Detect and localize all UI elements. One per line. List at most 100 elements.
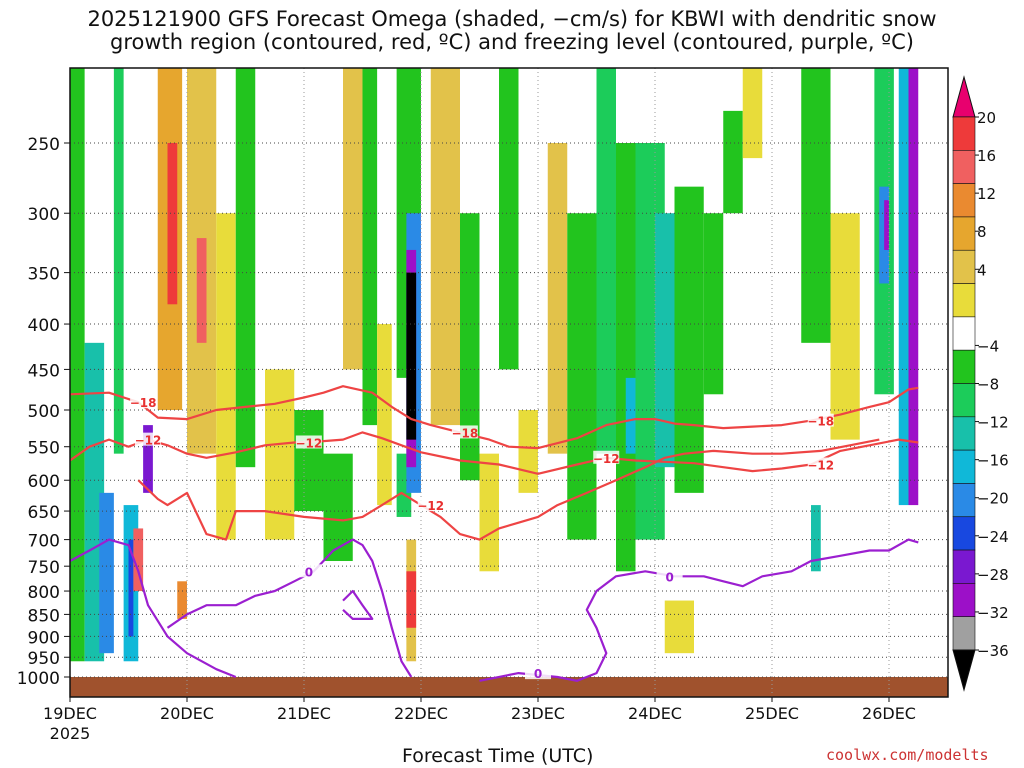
x-tick-sublabel: 2025 xyxy=(50,724,91,743)
dendritic-label-bg xyxy=(807,413,834,427)
colorbar-label: 4 xyxy=(977,261,987,279)
colorbar-label: −32 xyxy=(977,604,1009,622)
freezing-contour xyxy=(70,538,237,679)
dendritic-label: −18 xyxy=(451,426,478,440)
title-line-1: 2025121900 GFS Forecast Omega (shaded, −… xyxy=(87,7,937,31)
omega-cell xyxy=(343,68,363,370)
dendritic-label-bg xyxy=(295,435,322,449)
y-tick-label: 500 xyxy=(28,402,60,422)
y-tick-label: 300 xyxy=(28,205,60,225)
dendritic-label-bg xyxy=(135,432,161,446)
omega-cell xyxy=(177,581,187,619)
colorbar-label: −4 xyxy=(977,337,999,355)
terrain-band xyxy=(70,677,948,697)
y-tick-label: 1000 xyxy=(17,669,60,689)
colorbar-segment xyxy=(952,216,976,251)
omega-cell xyxy=(406,272,417,440)
x-tick-label: 19DEC xyxy=(43,704,97,723)
omega-cell xyxy=(196,238,207,343)
y-tick-label: 850 xyxy=(28,606,60,626)
y-tick-label: 400 xyxy=(28,316,60,336)
omega-cell xyxy=(801,68,831,343)
omega-cell xyxy=(133,528,144,592)
dendritic-label: −12 xyxy=(295,436,322,450)
omega-cell xyxy=(294,410,324,512)
colorbar-label: −8 xyxy=(977,376,999,394)
dendritic-contour xyxy=(70,431,919,475)
omega-cell xyxy=(235,68,256,468)
y-tick-label: 750 xyxy=(28,558,60,578)
x-tick-label: 21DEC xyxy=(277,704,331,723)
omega-cell xyxy=(323,453,353,562)
freezing-contour xyxy=(166,538,413,678)
omega-cell xyxy=(99,492,114,654)
y-tick-label: 950 xyxy=(28,649,60,669)
omega-cell xyxy=(216,213,236,540)
dendritic-label: −12 xyxy=(593,452,620,466)
y-tick-label: 600 xyxy=(28,472,60,492)
freezing-label: 0 xyxy=(305,565,313,579)
credit-link[interactable]: coolwx.com/modelts xyxy=(826,746,989,764)
omega-cell xyxy=(479,453,499,572)
plot-frame xyxy=(69,67,949,698)
omega-cell xyxy=(664,600,694,654)
dendritic-label-bg xyxy=(130,395,157,409)
y-tick-label: 350 xyxy=(28,265,60,285)
colorbar-label: 16 xyxy=(977,147,996,165)
freezing-label-bg xyxy=(656,569,683,583)
omega-cell xyxy=(625,377,636,454)
omega-cell xyxy=(499,68,519,370)
omega-cell xyxy=(547,143,568,454)
omega-cell xyxy=(616,143,636,572)
freezing-label-bg xyxy=(525,666,551,680)
colorbar-segment xyxy=(952,616,976,651)
dendritic-contour xyxy=(70,385,919,450)
dendritic-label: −12 xyxy=(807,459,834,473)
x-tick-label: 25DEC xyxy=(745,704,799,723)
x-axis-title: Forecast Time (UTC) xyxy=(402,745,594,767)
colorbar-segment xyxy=(952,150,976,184)
colorbar-segment xyxy=(952,283,976,318)
chart-title: 2025121900 GFS Forecast Omega (shaded, −… xyxy=(0,8,1024,54)
colorbar-segment xyxy=(952,449,976,484)
colorbar-label: −20 xyxy=(977,490,1009,508)
y-tick-label: 700 xyxy=(28,532,60,552)
omega-cell xyxy=(460,213,480,481)
omega-cell xyxy=(113,68,124,454)
colorbar-segment xyxy=(952,383,976,418)
colorbar-segment xyxy=(952,483,976,518)
colorbar-segment xyxy=(952,349,976,384)
omega-cell xyxy=(742,68,763,159)
omega-cell xyxy=(596,68,616,454)
omega-cell xyxy=(703,213,724,395)
freezing-contour xyxy=(342,589,374,620)
title-line-2: growth region (contoured, red, ºC) and f… xyxy=(110,30,914,54)
y-tick-label: 550 xyxy=(28,439,60,459)
dendritic-contour xyxy=(137,438,880,541)
y-tick-label: 900 xyxy=(28,628,60,648)
colorbar-label: −16 xyxy=(977,452,1009,470)
dendritic-label: −12 xyxy=(135,434,162,448)
colorbar-label: −12 xyxy=(977,414,1009,432)
omega-cell xyxy=(655,213,675,468)
dendritic-label-bg xyxy=(593,450,620,464)
colorbar-segment xyxy=(952,583,976,617)
dendritic-label-bg xyxy=(451,425,478,439)
colorbar-segment xyxy=(952,183,976,218)
omega-cell xyxy=(908,68,919,506)
x-tick-label: 23DEC xyxy=(511,704,565,723)
colorbar-label: −36 xyxy=(977,642,1009,660)
freezing-label: 0 xyxy=(665,570,673,584)
dendritic-label-bg xyxy=(417,498,444,512)
colorbar-bottom-arrow xyxy=(952,649,976,692)
colorbar-segment xyxy=(952,116,976,151)
omega-cell xyxy=(430,68,460,426)
omega-cell xyxy=(518,410,538,493)
y-tick-label: 650 xyxy=(28,503,60,523)
omega-cell xyxy=(128,539,134,637)
omega-cell xyxy=(884,200,889,250)
freezing-label-bg xyxy=(295,564,322,578)
y-tick-label: 800 xyxy=(28,583,60,603)
colorbar-segment xyxy=(952,516,976,551)
